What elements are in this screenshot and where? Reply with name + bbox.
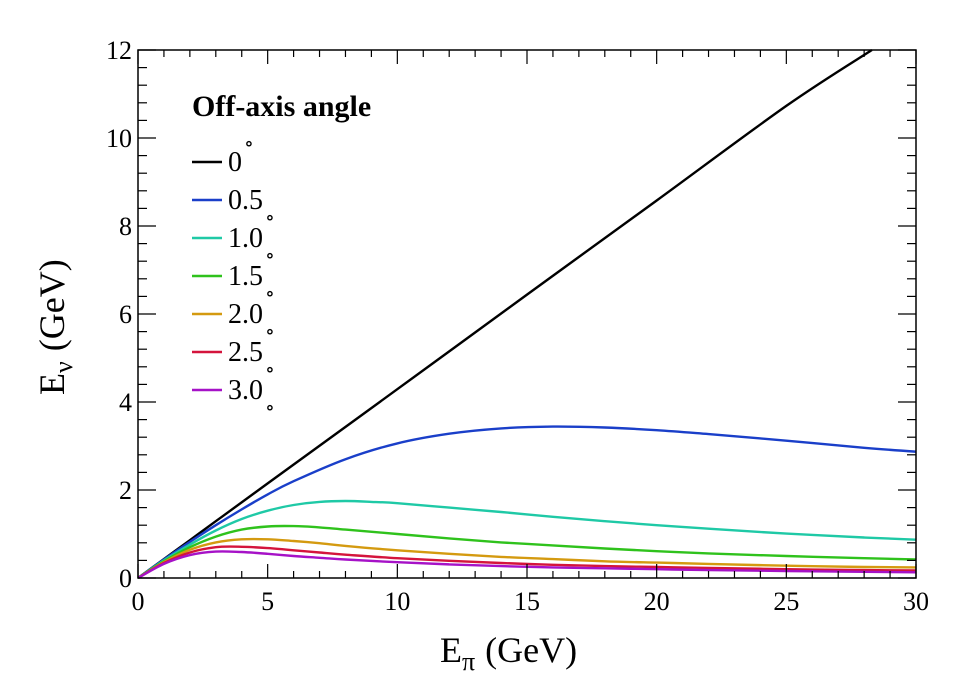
series-line-2 — [137, 499, 917, 579]
series-line-6 — [137, 550, 917, 580]
series-line-1 — [137, 425, 917, 579]
y-tick-label: 8 — [119, 212, 132, 241]
x-tick-label: 10 — [384, 587, 410, 616]
legend-degree-0: ∘ — [244, 133, 254, 155]
series-line-4 — [137, 537, 917, 580]
legend-label-1: 0.5 — [228, 185, 263, 216]
ticks-layer — [137, 49, 917, 579]
y-tick-label: 6 — [119, 300, 132, 329]
x-tick-label: 0 — [132, 587, 145, 616]
legend-degree-3: ∘ — [265, 283, 275, 305]
legend: 0∘0.5∘1.0∘1.5∘2.0∘2.5∘3.0∘ — [192, 133, 275, 419]
legend-title: Off-axis angle — [192, 90, 371, 123]
x-tick-labels: 0 5 10 15 20 25 30 — [132, 587, 930, 616]
legend-degree-4: ∘ — [265, 321, 275, 343]
y-axis-unit: (GeV) — [32, 259, 72, 351]
legend-label-3: 1.5 — [228, 261, 263, 292]
legend-degree-1: ∘ — [265, 207, 275, 229]
y-tick-label: 0 — [119, 564, 132, 593]
x-tick-label: 15 — [514, 587, 540, 616]
y-tick-label: 4 — [119, 388, 132, 417]
legend-label-5: 2.5 — [228, 337, 263, 368]
y-tick-label: 12 — [106, 36, 132, 65]
series-line-0 — [137, 48, 873, 579]
x-tick-label: 25 — [773, 587, 799, 616]
y-axis-subscript: ν — [49, 361, 78, 373]
legend-degree-5: ∘ — [265, 359, 275, 381]
y-axis-symbol: E — [32, 373, 72, 395]
x-axis-symbol: E — [440, 630, 462, 670]
legend-label-2: 1.0 — [228, 223, 263, 254]
series-line-5 — [137, 545, 917, 580]
x-axis-subscript: π — [462, 647, 475, 676]
legend-label-0: 0 — [228, 147, 242, 178]
x-tick-label: 5 — [261, 587, 274, 616]
series-line-3 — [137, 524, 917, 580]
y-axis-title: Eν (GeV) — [32, 259, 78, 395]
y-tick-label: 10 — [106, 124, 132, 153]
x-tick-label: 20 — [644, 587, 670, 616]
legend-degree-2: ∘ — [265, 245, 275, 267]
legend-label-4: 2.0 — [228, 299, 263, 330]
x-axis-unit: (GeV) — [485, 630, 577, 670]
series-layer — [137, 48, 917, 580]
y-tick-labels: 0 2 4 6 8 10 12 — [106, 36, 132, 593]
y-tick-label: 2 — [119, 476, 132, 505]
x-axis-title: Eπ (GeV) — [440, 630, 577, 676]
x-tick-label: 30 — [903, 587, 929, 616]
legend-label-6: 3.0 — [228, 375, 263, 406]
legend-degree-6: ∘ — [265, 397, 275, 419]
